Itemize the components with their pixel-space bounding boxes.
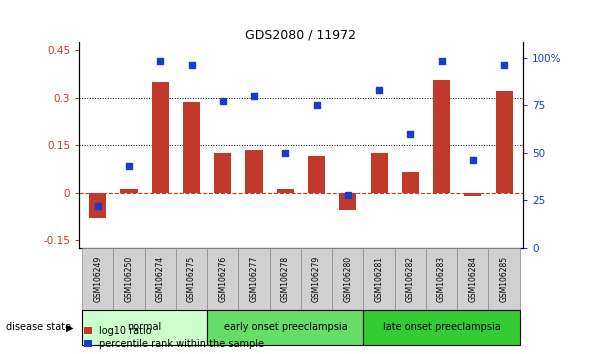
Bar [89,193,106,218]
Bar [402,172,419,193]
Bar [457,248,488,310]
Text: GSM106282: GSM106282 [406,256,415,302]
Bar [395,248,426,310]
Bar [152,82,169,193]
Bar [207,248,238,310]
Bar [370,153,388,193]
Text: GSM106250: GSM106250 [125,256,134,302]
Point [93,203,103,209]
Text: GSM106279: GSM106279 [312,256,321,302]
Point [312,102,322,108]
Bar [465,193,482,196]
Bar [270,248,301,310]
Bar [114,248,145,310]
Text: ▶: ▶ [66,322,74,332]
Bar [82,310,207,345]
Bar [339,193,356,210]
Point [218,98,227,104]
Point [499,62,509,68]
Bar [488,248,520,310]
Point [468,158,478,163]
Point [406,131,415,137]
Point [343,192,353,198]
Text: GSM106274: GSM106274 [156,256,165,302]
Text: late onset preeclampsia: late onset preeclampsia [383,322,500,332]
Text: disease state: disease state [6,322,71,332]
Bar [364,248,395,310]
Text: early onset preeclampsia: early onset preeclampsia [224,322,347,332]
Bar [246,150,263,193]
Title: GDS2080 / 11972: GDS2080 / 11972 [246,28,356,41]
Point [280,150,290,155]
Text: GSM106249: GSM106249 [93,256,102,302]
Legend: log10 ratio, percentile rank within the sample: log10 ratio, percentile rank within the … [84,326,264,349]
Bar [308,156,325,193]
Text: GSM106284: GSM106284 [468,256,477,302]
Bar [183,103,200,193]
Bar [176,248,207,310]
Text: GSM106275: GSM106275 [187,256,196,302]
Bar [433,80,450,193]
Bar [207,310,364,345]
Bar [496,91,513,193]
Text: GSM106276: GSM106276 [218,256,227,302]
Text: GSM106281: GSM106281 [375,256,384,302]
Text: normal: normal [128,322,162,332]
Bar [145,248,176,310]
Point [375,87,384,93]
Point [124,163,134,169]
Text: GSM106278: GSM106278 [281,256,290,302]
Point [187,62,196,68]
Bar [82,248,114,310]
Bar [238,248,270,310]
Text: GSM106280: GSM106280 [344,256,353,302]
Bar [214,153,232,193]
Text: GSM106285: GSM106285 [500,256,509,302]
Bar [364,310,520,345]
Point [437,59,446,64]
Bar [120,189,137,193]
Text: GSM106277: GSM106277 [249,256,258,302]
Point [156,59,165,64]
Bar [332,248,364,310]
Point [249,93,259,98]
Text: GSM106283: GSM106283 [437,256,446,302]
Bar [301,248,332,310]
Bar [426,248,457,310]
Bar [277,189,294,193]
